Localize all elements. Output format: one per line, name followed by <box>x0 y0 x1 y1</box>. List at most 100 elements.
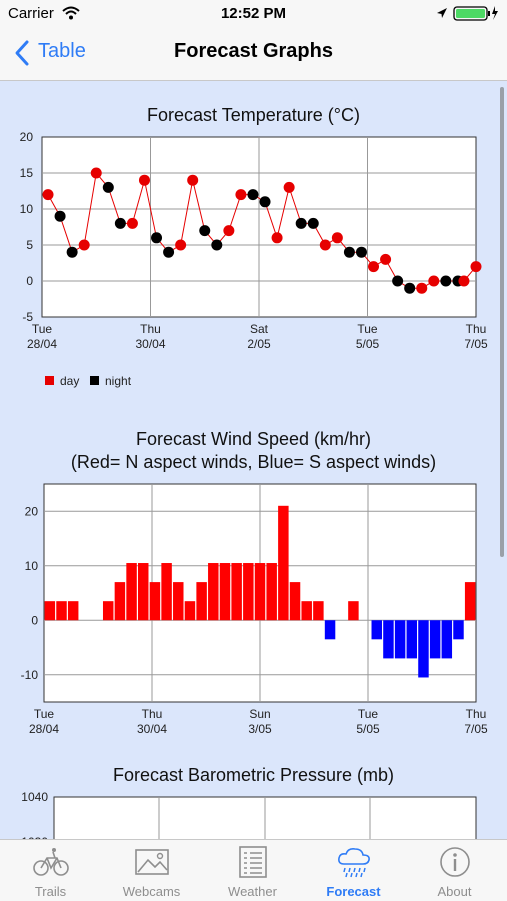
north-wind-bar <box>208 563 219 621</box>
navigation-bar: Table Forecast Graphs <box>0 28 507 81</box>
day-point <box>90 167 102 179</box>
day-point <box>416 282 428 294</box>
wind-chart-subtitle: (Red= N aspect winds, Blue= S aspect win… <box>70 452 437 472</box>
x-tick-date: 30/04 <box>137 722 167 736</box>
north-wind-bar <box>219 563 231 621</box>
day-point <box>42 189 54 201</box>
back-label: Table <box>38 40 86 62</box>
tab-forecast[interactable]: Forecast <box>303 840 404 901</box>
x-tick-date: 7/05 <box>464 337 488 351</box>
day-point <box>235 189 247 201</box>
night-point <box>343 246 355 258</box>
y-tick-label: 10 <box>20 202 34 216</box>
north-wind-bar <box>161 563 172 621</box>
night-point <box>440 275 452 287</box>
day-point <box>470 261 482 273</box>
north-wind-bar <box>243 563 254 621</box>
night-point <box>102 181 114 193</box>
status-bar: Carrier 12:52 PM <box>0 0 507 28</box>
tab-webcams[interactable]: Webcams <box>101 840 202 901</box>
south-wind-bar <box>383 620 394 659</box>
x-tick-day: Tue <box>32 322 53 336</box>
day-point <box>283 181 295 193</box>
day-point <box>271 232 283 244</box>
x-tick-day: Thu <box>140 322 161 336</box>
night-point <box>259 196 271 208</box>
north-wind-bar <box>231 563 242 621</box>
day-point <box>175 239 187 251</box>
wifi-icon <box>62 6 80 20</box>
north-wind-bar <box>67 601 79 621</box>
picture-icon <box>135 849 169 875</box>
south-wind-bar <box>394 620 406 659</box>
tab-label: Weather <box>228 884 277 899</box>
x-tick-date: 5/05 <box>356 337 380 351</box>
battery-icon <box>453 6 488 21</box>
tab-trails[interactable]: Trails <box>0 840 101 901</box>
north-wind-bar <box>173 582 184 621</box>
x-tick-day: Tue <box>34 707 55 721</box>
tab-label: Forecast <box>326 884 381 899</box>
south-wind-bar <box>441 620 453 659</box>
day-point <box>368 261 380 273</box>
status-right-icons <box>437 6 498 21</box>
day-point <box>138 174 150 186</box>
x-tick-day: Thu <box>142 707 163 721</box>
north-wind-bar <box>56 601 67 621</box>
day-point <box>78 239 90 251</box>
cloud-rain-icon <box>338 848 370 878</box>
south-wind-bar <box>371 620 382 640</box>
night-point <box>54 210 66 222</box>
north-wind-bar <box>114 582 126 621</box>
graphs-scroll-view[interactable]: Forecast Temperature (°C) -5 0 5 10 15 20 Tue 2… <box>0 81 507 839</box>
tab-about[interactable]: About <box>404 840 505 901</box>
y-tick-label: 5 <box>26 238 33 252</box>
north-wind-bar <box>464 582 476 621</box>
x-tick-date: 3/05 <box>248 722 272 736</box>
south-wind-bar <box>324 620 336 640</box>
x-tick-day: Sat <box>250 322 269 336</box>
day-point <box>126 217 138 229</box>
night-point <box>392 275 404 287</box>
bike-icon <box>33 848 69 876</box>
tab-label: Trails <box>34 884 67 899</box>
night-point <box>114 217 126 229</box>
x-tick-day: Sun <box>249 707 270 721</box>
night-point <box>199 225 211 237</box>
x-tick-date: 7/05 <box>464 722 488 736</box>
night-point <box>355 246 367 258</box>
x-tick-date: 28/04 <box>29 722 59 736</box>
day-point <box>331 232 343 244</box>
x-tick-day: Thu <box>466 707 487 721</box>
night-point <box>404 282 416 294</box>
temperature-chart: -505101520Tue28/04Thu30/04Sat2/05Tue5/05… <box>20 130 488 388</box>
y-tick-label: 10 <box>25 559 39 573</box>
legend-night-swatch <box>90 376 99 385</box>
info-icon <box>440 847 470 877</box>
pressure-chart: 1040 1030 <box>21 790 477 839</box>
south-wind-bar <box>406 620 418 659</box>
north-wind-bar <box>266 563 277 621</box>
north-wind-bar <box>348 601 359 621</box>
legend-day-swatch <box>45 376 54 385</box>
x-tick-date: 2/05 <box>247 337 271 351</box>
y-tick-label: 0 <box>31 613 38 627</box>
tab-weather[interactable]: Weather <box>202 840 303 901</box>
legend-night-label: night <box>105 374 132 388</box>
north-wind-bar <box>313 601 324 621</box>
carrier-label: Carrier <box>8 5 54 22</box>
night-point <box>247 189 259 201</box>
night-point <box>163 246 175 258</box>
pressure-chart-title: Forecast Barometric Pressure (mb) <box>112 765 395 785</box>
location-arrow-icon <box>437 8 447 18</box>
wind-chart-title: Forecast Wind Speed (km/hr) <box>135 429 372 449</box>
x-tick-date: 28/04 <box>27 337 57 351</box>
day-point <box>223 225 235 237</box>
status-time: 12:52 PM <box>220 5 287 22</box>
north-wind-bar <box>126 563 137 621</box>
scrollbar[interactable] <box>500 87 504 557</box>
south-wind-bar <box>453 620 464 640</box>
north-wind-bar <box>254 563 266 621</box>
day-point <box>319 239 331 251</box>
north-wind-bar <box>301 601 312 621</box>
